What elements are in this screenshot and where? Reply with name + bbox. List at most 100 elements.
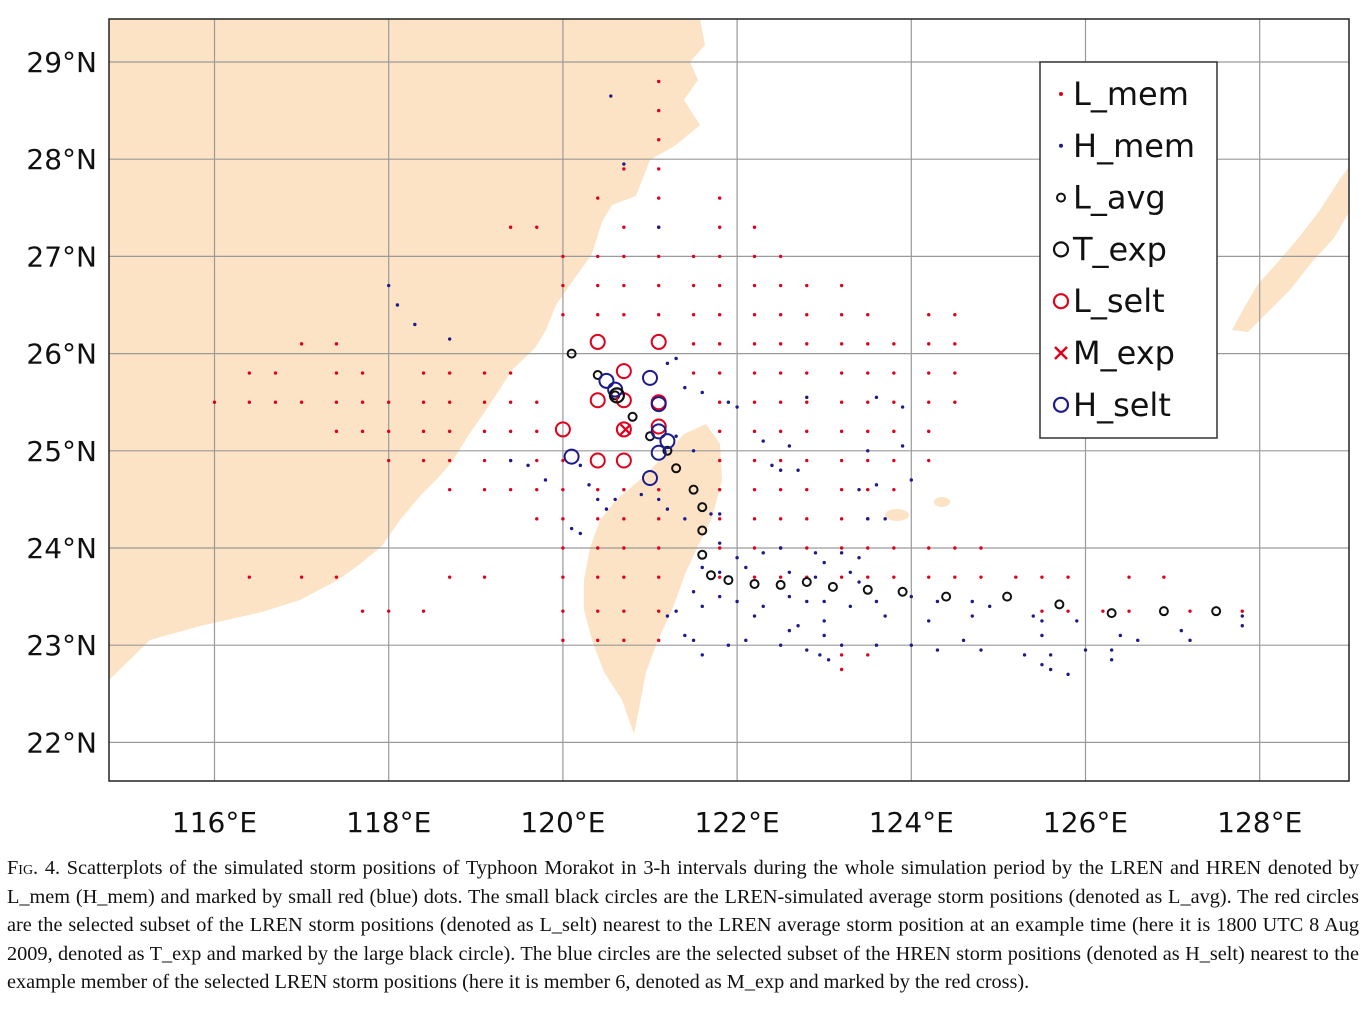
lat-tick-label: 29°N <box>26 46 97 79</box>
l-mem-point <box>334 371 339 375</box>
h-selt-point <box>642 470 658 487</box>
l-mem-point <box>273 400 278 404</box>
l-mem-point <box>657 638 661 643</box>
h-mem-point <box>787 594 792 599</box>
l-avg-point <box>941 591 952 602</box>
h-mem-point <box>395 303 400 307</box>
l-mem-point <box>561 254 565 259</box>
h-mem-point <box>1040 662 1044 667</box>
l-selt-point <box>650 418 667 435</box>
h-mem-point <box>508 458 513 463</box>
h-mem-point <box>857 487 861 492</box>
h-mem-point <box>700 604 704 609</box>
h-mem-point <box>970 614 974 618</box>
l-mem-point <box>596 487 600 492</box>
l-mem-point <box>892 487 896 492</box>
h-mem-point <box>604 507 609 511</box>
land-masses <box>109 19 1348 734</box>
l-mem-point <box>1101 609 1105 613</box>
h-mem-point <box>735 405 739 409</box>
h-selt-point <box>642 369 658 386</box>
l-selt-point <box>554 421 571 438</box>
l-mem-point <box>805 400 809 404</box>
storm-position-map: 29°N28°N27°N26°N25°N24°N23°N22°N 116°E 11… <box>26 18 1350 839</box>
l-mem-point <box>334 575 339 579</box>
l-mem-point <box>334 342 339 346</box>
l-mem-point <box>508 225 513 229</box>
l-avg-point <box>662 445 673 456</box>
h-mem-point <box>717 594 722 599</box>
l-mem-point <box>866 342 870 346</box>
h-mem-point <box>822 560 826 565</box>
l-mem-point <box>1240 609 1244 613</box>
plot-frame <box>108 18 1350 782</box>
legend-marker <box>1059 92 1063 96</box>
h-mem-point <box>1031 614 1035 618</box>
l-mem-point <box>657 575 661 579</box>
h-mem-point <box>1188 638 1192 643</box>
l-mem-point <box>866 458 870 463</box>
lon-tick-label: 124°E <box>869 806 954 839</box>
l-mem-point <box>752 575 757 579</box>
l-mem-point <box>866 400 870 404</box>
l-mem-point <box>247 371 252 375</box>
l-mem-point <box>839 667 844 672</box>
h-mem-point <box>822 633 826 638</box>
l-mem-point <box>657 108 661 113</box>
h-mem-point <box>726 643 731 647</box>
legend-label: H_mem <box>1073 127 1195 165</box>
h-mem-point <box>735 556 739 560</box>
h-mem-point <box>1048 667 1053 672</box>
l-mem-point <box>1066 575 1070 579</box>
h-mem-point <box>639 492 643 497</box>
h-mem-point <box>1075 619 1079 623</box>
l-avg-point <box>1158 606 1169 617</box>
l-avg-point <box>1211 606 1222 617</box>
l-mem-point <box>778 458 783 463</box>
l-mem-point <box>839 429 844 434</box>
legend-label: T_exp <box>1072 230 1167 268</box>
l-mem-point <box>805 458 809 463</box>
h-mem-point <box>848 604 853 609</box>
lon-tick-label: 116°E <box>172 806 257 839</box>
l-avg-point <box>749 578 760 589</box>
h-mem-point <box>961 638 966 643</box>
h-mem-point <box>1240 624 1244 628</box>
h-mem-point <box>1083 648 1088 652</box>
l-mem-point <box>535 517 539 521</box>
l-mem-point <box>927 546 931 550</box>
l-mem-point <box>657 138 661 142</box>
h-mem-point <box>935 599 940 604</box>
l-mem-point <box>927 429 931 434</box>
l-mem-point <box>622 487 626 492</box>
h-mem-point <box>744 565 748 570</box>
l-mem-point <box>596 254 600 259</box>
l-mem-point <box>247 575 252 579</box>
mainland-china <box>109 19 705 680</box>
l-mem-point <box>953 575 957 579</box>
l-mem-point <box>1040 609 1044 613</box>
lon-tick-label: 126°E <box>1043 806 1128 839</box>
taiwan-island <box>584 424 722 734</box>
h-mem-point <box>717 570 722 574</box>
l-mem-point <box>596 638 600 643</box>
l-mem-point <box>927 313 931 317</box>
h-mem-point <box>909 594 913 599</box>
h-mem-point <box>900 405 905 409</box>
lat-tick-label: 24°N <box>26 532 97 565</box>
l-mem-point <box>805 342 809 346</box>
l-mem-point <box>447 458 452 463</box>
h-mem-point <box>874 599 879 604</box>
l-mem-point <box>657 609 661 613</box>
l-mem-point <box>622 609 626 613</box>
l-mem-point <box>561 609 565 613</box>
l-mem-point <box>839 653 844 657</box>
l-mem-point <box>657 517 661 521</box>
h-mem-point <box>778 546 783 550</box>
l-mem-point <box>866 371 870 375</box>
h-mem-point <box>683 385 687 390</box>
series-m-exp <box>619 423 632 436</box>
l-mem-point <box>752 342 757 346</box>
h-mem-point <box>700 565 704 570</box>
h-mem-point <box>744 638 748 643</box>
